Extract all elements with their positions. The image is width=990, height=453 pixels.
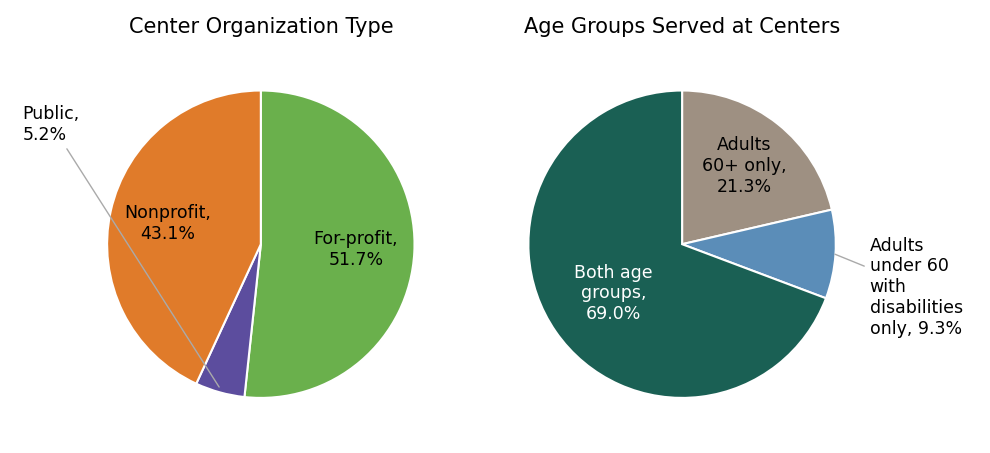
Wedge shape bbox=[107, 91, 260, 384]
Text: Adults
under 60
with
disabilities
only, 9.3%: Adults under 60 with disabilities only, … bbox=[835, 236, 962, 338]
Title: Center Organization Type: Center Organization Type bbox=[129, 17, 393, 37]
Title: Age Groups Served at Centers: Age Groups Served at Centers bbox=[524, 17, 841, 37]
Text: Nonprofit,
43.1%: Nonprofit, 43.1% bbox=[125, 204, 211, 243]
Wedge shape bbox=[196, 244, 260, 397]
Text: Both age
groups,
69.0%: Both age groups, 69.0% bbox=[574, 264, 652, 323]
Wedge shape bbox=[529, 91, 826, 398]
Text: For-profit,
51.7%: For-profit, 51.7% bbox=[314, 230, 398, 269]
Wedge shape bbox=[682, 210, 836, 298]
Text: Adults
60+ only,
21.3%: Adults 60+ only, 21.3% bbox=[702, 136, 786, 196]
Text: Public,
5.2%: Public, 5.2% bbox=[23, 105, 219, 387]
Wedge shape bbox=[245, 91, 415, 398]
Wedge shape bbox=[682, 91, 832, 244]
